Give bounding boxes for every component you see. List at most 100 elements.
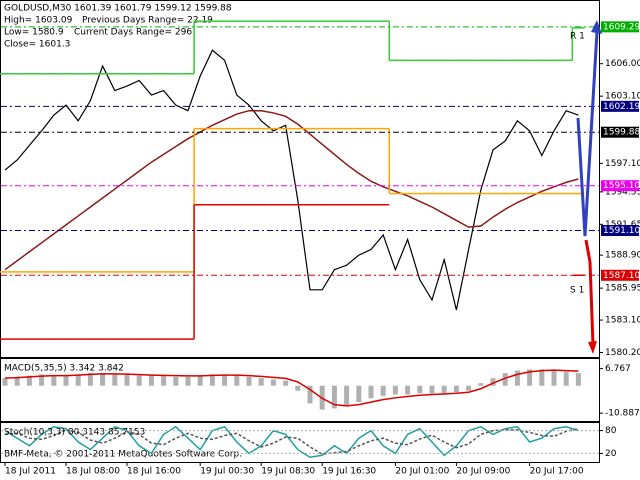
histogram-bar <box>136 375 142 386</box>
arrow-head <box>591 20 602 34</box>
forecast-up <box>576 31 599 237</box>
y-tick-label: 1585.95 <box>605 284 640 294</box>
histogram-bar <box>417 385 423 394</box>
close-text: Close= 1601.3 <box>4 40 70 50</box>
x-tick-label: 18 Jul 16:00 <box>127 467 181 477</box>
histogram-bar <box>527 369 533 386</box>
histogram-bar <box>246 376 252 386</box>
y-tick-label: 1588.90 <box>605 251 640 261</box>
x-tick-label: 20 Jul 01:00 <box>395 467 449 477</box>
prev-range-text: Previous Days Range= 22.19 <box>82 16 213 26</box>
indicator-title: Stoch(10,3,3) 80.3143 85.7153 <box>4 428 145 438</box>
forecast-arrows <box>576 20 602 354</box>
histogram-bar <box>2 378 8 386</box>
histogram-bar <box>344 385 350 406</box>
y-tick-label: 1594.55 <box>605 187 640 197</box>
histogram-bar <box>331 385 337 409</box>
histogram-bar <box>307 385 313 404</box>
y-tick-label: 1591.65 <box>605 220 640 230</box>
high-text: High= 1603.09 <box>4 16 73 26</box>
x-tick-label: 18 Jul 2011 <box>5 467 56 477</box>
histogram-bar <box>51 375 57 386</box>
footer: BMF-Meta, © 2001-2011 MetaQuotes Softwar… <box>4 450 242 460</box>
y-tick-label: 1597.10 <box>605 159 640 169</box>
histogram-bar <box>295 385 301 391</box>
level-label: 1602.19 <box>603 102 640 112</box>
level-label: 1587.10 <box>603 271 640 281</box>
histogram-bar <box>26 375 32 386</box>
histogram-bar <box>209 374 215 386</box>
histogram-bar <box>453 385 459 393</box>
y-tick-label: 6.767 <box>605 364 631 374</box>
y-tick-label: 1583.10 <box>605 316 640 326</box>
x-tick-label: 19 Jul 08:30 <box>261 467 315 477</box>
histogram-bar <box>441 385 447 394</box>
histogram-bar <box>283 380 289 386</box>
level-label-box <box>601 100 639 112</box>
y-tick-label: -10.887 <box>605 409 640 419</box>
level-label: 1595.10 <box>603 181 640 191</box>
histogram-bar <box>563 371 569 386</box>
x-tick-label: 18 Jul 08:00 <box>66 467 120 477</box>
histogram-bar <box>173 376 179 386</box>
series-line <box>4 369 579 407</box>
y-tick-label: 1603.10 <box>605 92 640 102</box>
level-label: 1609.29 <box>603 22 640 32</box>
level-label-box <box>601 21 639 33</box>
histogram-bar <box>551 370 557 386</box>
y-tick-label: 20 <box>605 449 617 459</box>
histogram-bar <box>39 374 45 386</box>
histogram-bar <box>100 373 106 386</box>
histogram-bar <box>490 378 496 386</box>
level-label-box <box>601 224 639 236</box>
histogram-bar <box>197 375 203 386</box>
histogram-bar <box>14 376 20 386</box>
histogram-bar <box>75 374 81 386</box>
histogram-bar <box>405 385 411 395</box>
level-label-box <box>601 269 639 281</box>
histogram-bar <box>466 385 472 391</box>
level-label: 1591.10 <box>603 226 640 236</box>
series-line <box>4 425 579 458</box>
histogram-bar <box>514 370 520 386</box>
histogram-bar <box>112 374 118 386</box>
histogram-bar <box>161 375 167 386</box>
histogram-bar <box>575 373 581 386</box>
histogram-bar <box>63 375 69 386</box>
histogram-bar <box>539 369 545 386</box>
level-label-box <box>601 126 639 138</box>
histogram-bar <box>270 379 276 386</box>
histogram-bar <box>258 378 264 386</box>
series-line <box>4 427 579 455</box>
histogram-bar <box>368 385 374 399</box>
histogram-bar <box>356 385 362 403</box>
histogram-bar <box>478 383 484 386</box>
histogram-bar <box>185 376 191 386</box>
y-tick-label: 1606.00 <box>605 59 640 69</box>
forecast-down <box>584 239 595 346</box>
low-text: Low= 1580.9 <box>4 28 64 38</box>
histogram-bar <box>392 385 398 395</box>
main-panel-border <box>0 0 600 358</box>
pivot-label: R 1 <box>570 32 585 42</box>
y-tick-label: 1580.20 <box>605 348 640 358</box>
level-label-box <box>601 180 639 192</box>
histogram-bar <box>380 385 386 396</box>
histogram-bar <box>234 375 240 386</box>
arrow-head <box>588 341 597 354</box>
histogram-bar <box>124 374 130 386</box>
x-tick-label: 19 Jul 16:30 <box>322 467 376 477</box>
histogram-bar <box>502 373 508 386</box>
indicator-title: MACD(5,35,5) 3.342 3.842 <box>4 364 124 374</box>
histogram-bar <box>222 374 228 386</box>
x-tick-label: 20 Jul 17:00 <box>530 467 584 477</box>
y-tick-label: 80 <box>605 426 617 436</box>
x-tick-label: 19 Jul 00:30 <box>200 467 254 477</box>
symbol-line: GOLDUSD,M30 1601.39 1601.79 1599.12 1599… <box>4 4 232 14</box>
x-tick-label: 20 Jul 09:00 <box>456 467 510 477</box>
series-line <box>4 109 579 271</box>
histogram-bar <box>87 373 93 386</box>
cur-range-text: Current Days Range= 296 <box>74 28 192 38</box>
stoch-panel-border <box>0 422 600 463</box>
